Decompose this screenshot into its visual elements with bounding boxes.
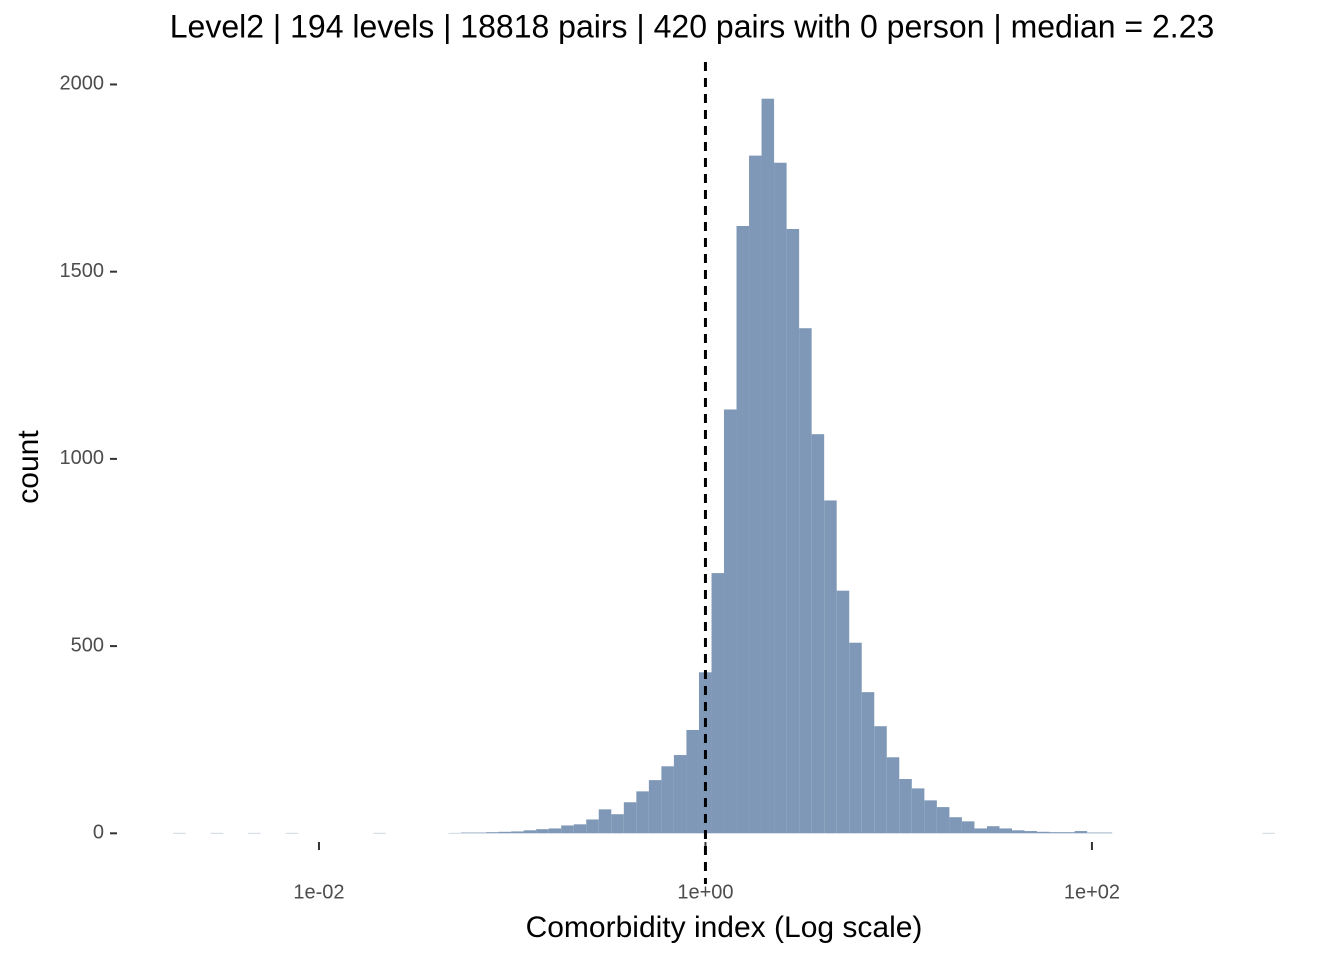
bar (673, 755, 687, 834)
bar (723, 409, 737, 834)
bar (1012, 830, 1025, 834)
y-axis-label: count (12, 430, 45, 504)
bar (924, 800, 937, 834)
bar (661, 766, 674, 834)
bar (861, 692, 875, 834)
bar (536, 829, 549, 834)
bar (986, 826, 1000, 834)
bar (1074, 831, 1088, 834)
bar (561, 825, 574, 834)
bar (749, 155, 762, 834)
bar (498, 831, 512, 834)
x-tick-label: 1e+02 (1064, 881, 1120, 903)
x-tick-label: 1e+00 (677, 881, 733, 903)
bar (836, 590, 850, 834)
bar (486, 832, 499, 834)
y-tick-label: 1000 (60, 447, 105, 469)
bar (1099, 832, 1113, 834)
bar (461, 832, 474, 834)
bar (548, 828, 562, 834)
bar (473, 832, 487, 834)
bar (786, 228, 800, 834)
bar (523, 830, 537, 834)
bar (1037, 831, 1050, 834)
y-tick-label: 1500 (60, 260, 105, 282)
bar (974, 828, 987, 834)
bar (874, 726, 887, 834)
y-tick-label: 0 (93, 822, 104, 844)
bar (1049, 832, 1063, 834)
chart-title: Level2 | 194 levels | 18818 pairs | 420 … (170, 8, 1215, 44)
bar (1062, 832, 1075, 834)
bar (686, 729, 699, 834)
bar (711, 573, 724, 834)
x-axis-label: Comorbidity index (Log scale) (526, 911, 923, 944)
bar (611, 814, 624, 834)
bar (999, 828, 1013, 834)
bar (849, 642, 862, 834)
bar (886, 757, 900, 834)
bar (899, 779, 912, 834)
bar (636, 791, 649, 834)
bar (736, 225, 750, 834)
bar (911, 788, 925, 834)
bar (648, 780, 662, 834)
y-tick-label: 500 (71, 634, 104, 656)
bar (824, 500, 837, 834)
bar (511, 831, 524, 834)
bar (761, 98, 775, 834)
bar (961, 821, 975, 834)
bar (774, 162, 787, 834)
bar (598, 809, 612, 834)
y-tick-label: 2000 (60, 73, 105, 95)
bar (811, 434, 825, 834)
bar (1024, 831, 1038, 834)
bar (586, 819, 599, 834)
bar (573, 824, 587, 834)
bar (1087, 832, 1100, 834)
bar (623, 802, 637, 834)
bar (799, 328, 812, 834)
bar (936, 807, 950, 834)
bar (949, 817, 962, 834)
x-tick-label: 1e-02 (293, 881, 344, 903)
